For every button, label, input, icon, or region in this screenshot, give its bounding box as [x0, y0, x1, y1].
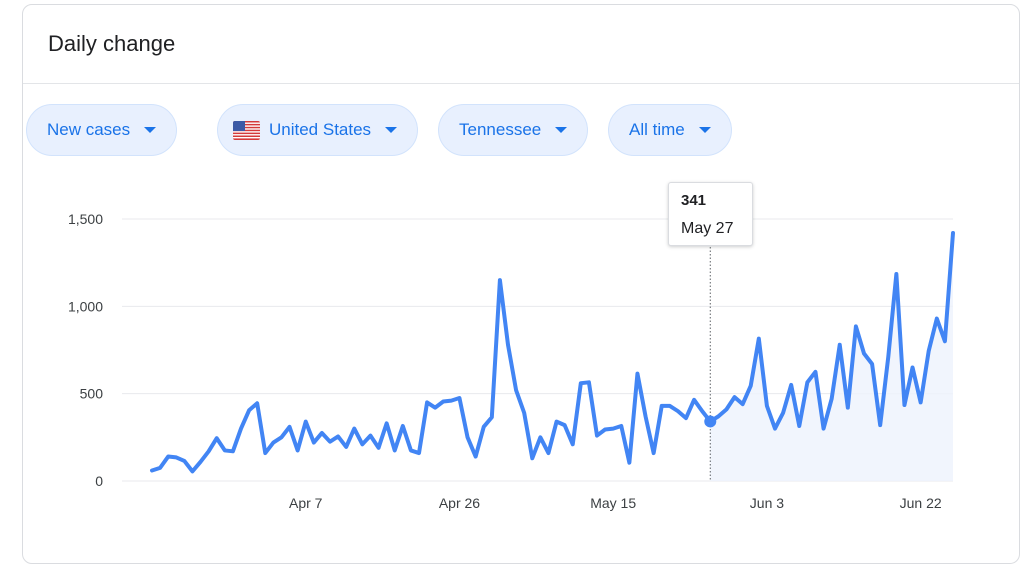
x-tick-label: Apr 7: [289, 495, 323, 511]
series-area: [710, 232, 953, 481]
y-tick-label: 1,500: [68, 211, 103, 227]
tooltip-date: May 27: [681, 220, 734, 237]
region-dropdown-label: Tennessee: [459, 120, 542, 139]
data-tooltip: 341 May 27: [668, 182, 753, 246]
y-tick-label: 1,000: [68, 298, 103, 314]
x-tick-label: May 15: [590, 495, 636, 511]
card-title: Daily change: [48, 31, 176, 56]
metric-dropdown-label: New cases: [47, 120, 131, 139]
chevron-down-icon: [698, 127, 711, 133]
x-tick-label: Apr 26: [439, 495, 480, 511]
x-axis-ticks: Apr 7 Apr 26 May 15 Jun 3 Jun 22: [289, 495, 942, 511]
region-dropdown[interactable]: Tennessee: [438, 104, 589, 156]
tooltip-value: 341: [681, 192, 707, 209]
time-range-dropdown-label: All time: [629, 120, 685, 139]
chevron-down-icon: [555, 127, 568, 133]
chevron-down-icon: [144, 127, 157, 133]
metric-dropdown[interactable]: New cases: [26, 104, 178, 156]
country-dropdown[interactable]: United States: [217, 104, 419, 156]
y-tick-label: 0: [95, 473, 103, 489]
country-dropdown-label: United States: [269, 120, 372, 139]
card-header: Daily change: [23, 5, 1019, 84]
highlighted-data-point[interactable]: [704, 415, 717, 428]
line-chart[interactable]: 0 500 1,000 1,500 Apr 7 Apr 26 May 15 Jun 3 Jun…: [0, 0, 1023, 533]
daily-change-card: Daily change: [22, 4, 1020, 564]
y-axis-ticks: 0 500 1,000 1,500: [68, 211, 103, 489]
x-tick-label: Jun 22: [900, 495, 942, 511]
time-range-dropdown[interactable]: All time: [608, 104, 732, 156]
series-line: [150, 230, 955, 474]
us-flag-icon: [233, 120, 260, 140]
x-tick-label: Jun 3: [750, 495, 784, 511]
us-flag-graphic: [233, 120, 260, 140]
chevron-down-icon: [385, 127, 398, 133]
y-tick-label: 500: [80, 386, 104, 402]
